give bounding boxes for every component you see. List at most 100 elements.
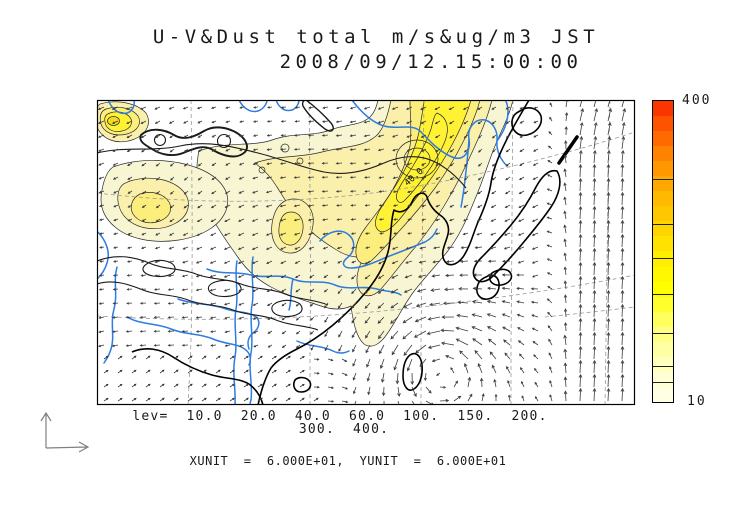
- wind-vector-arrow: [487, 338, 497, 346]
- wind-vector-arrow: [421, 204, 427, 208]
- wind-vector-arrow: [393, 218, 399, 221]
- wind-vector-arrow: [491, 148, 497, 153]
- wind-vector-arrow: [139, 330, 147, 333]
- wind-vector-arrow: [563, 322, 568, 332]
- wind-vector-arrow: [183, 190, 189, 195]
- wind-vector-arrow: [281, 330, 287, 335]
- graticule-lon-5: [604, 100, 611, 405]
- wind-vector-arrow: [210, 232, 217, 236]
- wind-vector-arrow: [299, 383, 305, 388]
- wind-vector-arrow: [489, 351, 497, 360]
- wind-vector-arrow: [209, 302, 217, 306]
- wind-vector-arrow: [112, 162, 119, 166]
- wind-vector-arrow: [472, 286, 483, 291]
- wind-vector-arrow: [111, 106, 119, 110]
- colorbar: [652, 100, 674, 403]
- wind-vector-arrow: [113, 218, 119, 222]
- wind-vector-arrow: [98, 148, 105, 152]
- wind-vector-arrow: [472, 338, 483, 346]
- wind-vector-arrow: [606, 359, 611, 374]
- wind-vector-arrow: [210, 218, 217, 222]
- wind-vector-arrow: [267, 106, 273, 109]
- wind-vector-arrow: [153, 330, 161, 333]
- wind-vector-arrow: [377, 302, 385, 309]
- wind-vector-arrow: [517, 246, 525, 250]
- wind-vector-arrow: [210, 344, 217, 347]
- wind-vector-arrow: [239, 148, 245, 152]
- wind-vector-arrow: [293, 218, 301, 222]
- wind-vector-arrow: [364, 302, 371, 309]
- wind-vector-arrow: [127, 232, 133, 236]
- wind-vector-arrow: [125, 330, 133, 333]
- wind-vector-arrow: [307, 162, 315, 165]
- wind-vector-arrow: [501, 313, 511, 318]
- wind-vector-arrow: [377, 148, 385, 152]
- wind-vector-arrow: [99, 274, 105, 277]
- wind-vector-arrow: [253, 106, 259, 109]
- wind-vector-arrow: [547, 325, 553, 332]
- wind-vector-arrow: [364, 204, 371, 207]
- wind-vector-arrow: [341, 372, 348, 376]
- wind-vector-arrow: [363, 148, 371, 151]
- coastline-taiwan: [402, 352, 423, 391]
- wind-vector-arrow: [229, 397, 235, 402]
- wind-vector-arrow: [322, 232, 329, 236]
- wind-vector-arrow: [391, 106, 399, 110]
- wind-vector-arrow: [140, 288, 147, 291]
- wind-vector-arrow: [578, 261, 583, 276]
- wind-vector-arrow: [187, 355, 193, 360]
- wind-vector-arrow: [364, 260, 371, 265]
- wind-vector-arrow: [487, 259, 497, 263]
- graticule-lon-2: [308, 100, 311, 405]
- wind-vector-arrow: [295, 330, 301, 335]
- wind-vector-arrow: [243, 369, 249, 374]
- wind-vector-arrow: [434, 134, 441, 139]
- wind-vector-arrow: [426, 330, 441, 336]
- colorbar-segment: [653, 371, 673, 387]
- wind-vector-arrow: [531, 246, 539, 250]
- wind-vector-arrow: [411, 386, 417, 398]
- wind-vector-arrow: [532, 340, 539, 346]
- wind-vector-arrow: [491, 364, 497, 374]
- wind-vector-arrow: [323, 274, 329, 278]
- wind-vector-arrow: [563, 196, 567, 206]
- wind-vector-arrow: [620, 289, 625, 304]
- river-yangtze-trib: [288, 278, 294, 311]
- wind-vector-arrow: [271, 397, 277, 402]
- wind-vector-arrow: [98, 162, 105, 166]
- contour-levels-line1: lev= 10.0 20.0 40.0 60.0 100. 150. 200.: [132, 409, 548, 424]
- wind-vector-arrow: [474, 246, 483, 250]
- wind-vector-arrow: [113, 246, 119, 249]
- wind-vector-arrow: [429, 302, 441, 307]
- wind-vector-arrow: [97, 120, 105, 124]
- graticule-lon-1: [187, 100, 193, 405]
- wind-vector-arrow: [564, 126, 568, 136]
- colorbar-segment: [653, 101, 673, 117]
- river-amur-mouth: [496, 100, 509, 142]
- wind-vector-arrow: [211, 162, 217, 166]
- wind-vector-arrow: [445, 273, 455, 278]
- wind-vector-arrow: [321, 204, 329, 207]
- wind-vector-arrow: [547, 311, 553, 318]
- wind-vector-arrow: [159, 397, 165, 402]
- wind-vector-arrow: [215, 383, 221, 388]
- colorbar-tick: [653, 365, 673, 367]
- wind-vector-arrow: [112, 316, 119, 319]
- wind-vector-arrow: [336, 232, 343, 235]
- wind-vector-arrow: [125, 344, 133, 347]
- wind-vector-arrow: [546, 230, 553, 234]
- wind-vector-arrow: [257, 383, 263, 388]
- wind-vector-arrow: [224, 316, 231, 320]
- wind-vector-arrow: [209, 260, 217, 264]
- wind-vector-arrow: [285, 383, 291, 388]
- wind-vector-arrow: [279, 218, 287, 222]
- wind-vector-arrow: [421, 176, 427, 180]
- wind-vector-arrow: [187, 397, 193, 402]
- wind-vector-arrow: [267, 330, 273, 334]
- wind-vector-arrow: [279, 162, 287, 165]
- colorbar-tick: [653, 179, 673, 181]
- wind-vector-arrow: [593, 121, 598, 136]
- wind-vector-arrow: [182, 246, 189, 250]
- wind-vector-arrow: [606, 163, 611, 178]
- wind-vector-arrow: [308, 232, 315, 236]
